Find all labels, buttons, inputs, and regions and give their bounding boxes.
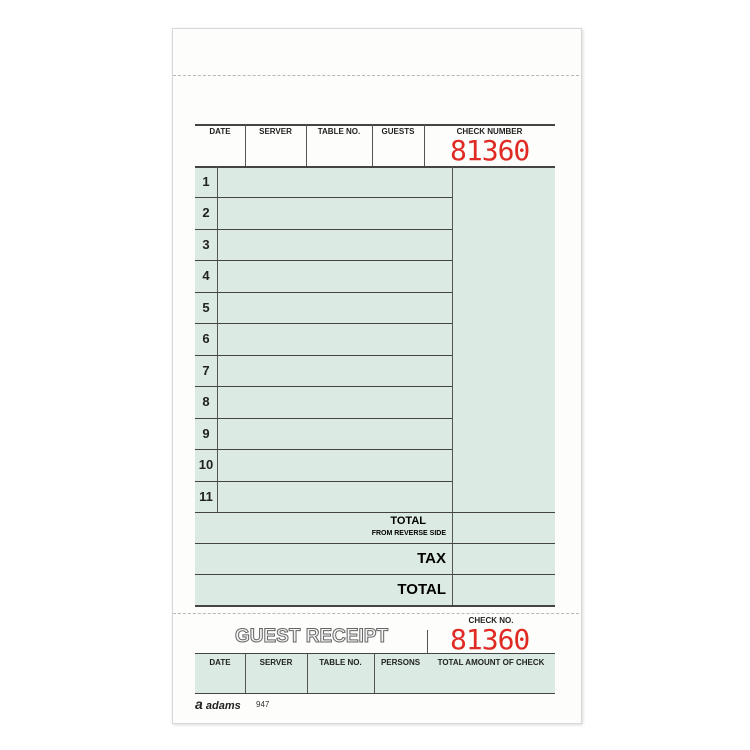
row-number: 11 [199, 488, 213, 504]
guests-label: GUESTS [381, 127, 415, 136]
row-number: 7 [202, 362, 210, 378]
perforation-line [173, 613, 579, 614]
receipt-table [195, 654, 555, 693]
receipt-check-number: 81360 [450, 623, 530, 656]
row-number: 8 [202, 394, 210, 410]
total-reverse-label: TOTAL [390, 515, 426, 527]
divider [195, 291, 452, 293]
divider [195, 260, 452, 262]
adams-logo: a adams [195, 697, 241, 714]
receipt-total-amount-label: TOTAL AMOUNT OF CHECK [437, 658, 545, 667]
form-number: 947 [256, 700, 270, 709]
divider [195, 449, 452, 451]
divider [195, 574, 555, 575]
divider [195, 386, 452, 388]
divider [424, 125, 425, 166]
divider [374, 654, 375, 693]
divider [195, 480, 452, 482]
row-number: 1 [202, 174, 210, 189]
receipt-date-label: DATE [209, 658, 231, 667]
row-number: 10 [198, 457, 214, 473]
divider [195, 543, 555, 544]
divider [195, 605, 555, 607]
row-number: 2 [202, 205, 210, 221]
receipt-server-label: SERVER [259, 658, 293, 667]
row-number: 9 [202, 425, 210, 441]
divider [245, 654, 246, 693]
date-label: DATE [209, 127, 231, 136]
guest-receipt-title: GUEST RECEIPT [234, 626, 389, 648]
brand-name: adams [205, 700, 241, 712]
server-label: SERVER [259, 127, 292, 136]
divider [195, 653, 555, 654]
table-no-label: TABLE NO. [317, 127, 361, 136]
divider [372, 125, 373, 166]
order-area [195, 166, 555, 605]
divider [195, 197, 452, 199]
divider [195, 354, 452, 356]
row-number: 6 [202, 331, 210, 347]
receipt-persons-label: PERSONS [380, 658, 421, 667]
check-no-label: CHECK NO. [468, 616, 514, 625]
divider [245, 125, 246, 166]
tax-label: TAX [417, 550, 446, 567]
divider [195, 323, 452, 325]
check-number: 81360 [450, 134, 530, 167]
divider [195, 166, 555, 168]
divider [452, 166, 453, 605]
divider [195, 512, 555, 513]
check-number-label: CHECK NUMBER [456, 127, 523, 136]
row-number: 3 [202, 236, 210, 252]
from-reverse-label: FROM REVERSE SIDE [371, 530, 446, 537]
perforation-line [173, 75, 579, 76]
logo-mark-icon: a [195, 696, 203, 712]
row-number: 4 [202, 268, 210, 284]
divider [195, 417, 452, 419]
total-label: TOTAL [397, 581, 446, 598]
row-number: 5 [202, 299, 210, 315]
divider [195, 228, 452, 230]
divider [306, 125, 307, 166]
receipt-table-no-label: TABLE NO. [319, 658, 362, 667]
divider [195, 693, 555, 694]
divider [195, 124, 555, 126]
divider [217, 166, 218, 512]
divider [307, 654, 308, 693]
